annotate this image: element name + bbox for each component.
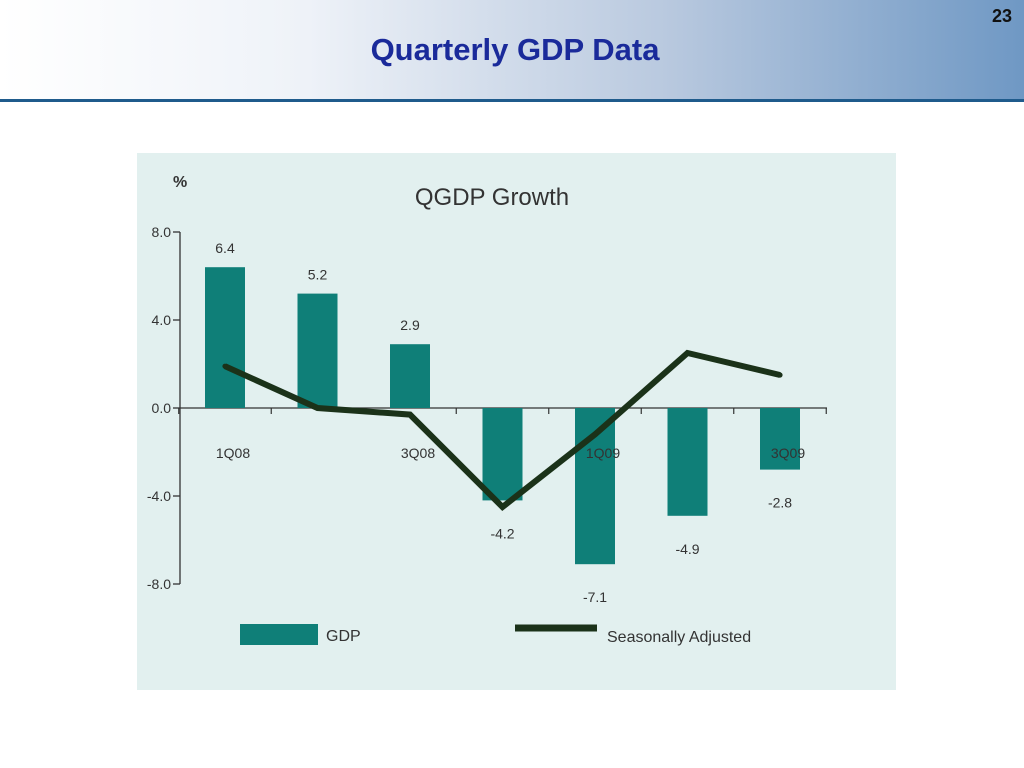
- y-tick-label: 0.0: [152, 400, 172, 416]
- seasonally-adjusted-point: [592, 431, 598, 437]
- legend-swatch-gdp: [240, 624, 318, 645]
- seasonally-adjusted-point: [777, 372, 783, 378]
- legend-label-seasonally-adjusted: Seasonally Adjusted: [607, 629, 751, 646]
- y-tick-label: 4.0: [152, 312, 172, 328]
- y-tick-label: -4.0: [147, 488, 171, 504]
- header-divider: [0, 99, 1024, 102]
- gdp-data-label: -4.9: [675, 541, 699, 557]
- x-tick-label: 3Q09: [771, 445, 805, 461]
- gdp-data-label: -4.2: [490, 525, 514, 541]
- page-number: 23: [991, 6, 1012, 26]
- x-tick-label: 1Q09: [586, 445, 620, 461]
- slide-title: Quarterly GDP Data: [370, 32, 660, 67]
- gdp-data-label: 6.4: [215, 240, 235, 256]
- gdp-bar: [667, 408, 708, 516]
- seasonally-adjusted-point: [222, 363, 228, 369]
- chart-body: 8.0 4.0 0.0 -4.0 -8.0 6.4 5.2 2.9 -4.2 -7.1 -4.9 -2…: [147, 224, 827, 605]
- gdp-data-label: -7.1: [583, 589, 607, 605]
- gdp-bar: [482, 408, 523, 501]
- gdp-bar: [760, 408, 800, 470]
- slide-header: [0, 0, 1024, 100]
- legend-label-gdp: GDP: [326, 628, 361, 645]
- chart-title: QGDP Growth: [415, 184, 569, 211]
- seasonally-adjusted-point: [314, 405, 321, 411]
- y-tick-label: 8.0: [152, 224, 172, 240]
- gdp-bar: [205, 267, 245, 408]
- x-tick-label: 3Q08: [401, 445, 435, 461]
- y-tick-label: -8.0: [147, 576, 171, 592]
- chart-panel: QGDP Growth % 8.0 4.0 0.0 -4.0 -8.0 6.4 5.2 2.9…: [137, 153, 896, 690]
- chart-legend: GDP Seasonally Adjusted: [240, 624, 751, 646]
- seasonally-adjusted-point: [499, 504, 506, 510]
- gdp-bar: [297, 293, 338, 408]
- gdp-data-label: -2.8: [768, 495, 792, 511]
- y-axis-unit-label: %: [173, 174, 187, 191]
- seasonally-adjusted-point: [407, 412, 413, 418]
- qgdp-chart: QGDP Growth % 8.0 4.0 0.0 -4.0 -8.0 6.4 5.2 2.9…: [147, 174, 827, 646]
- x-tick-label: 1Q08: [216, 445, 250, 461]
- seasonally-adjusted-point: [684, 350, 691, 356]
- gdp-data-label: 2.9: [400, 317, 420, 333]
- gdp-bar: [390, 344, 430, 408]
- gdp-data-label: 5.2: [308, 267, 328, 283]
